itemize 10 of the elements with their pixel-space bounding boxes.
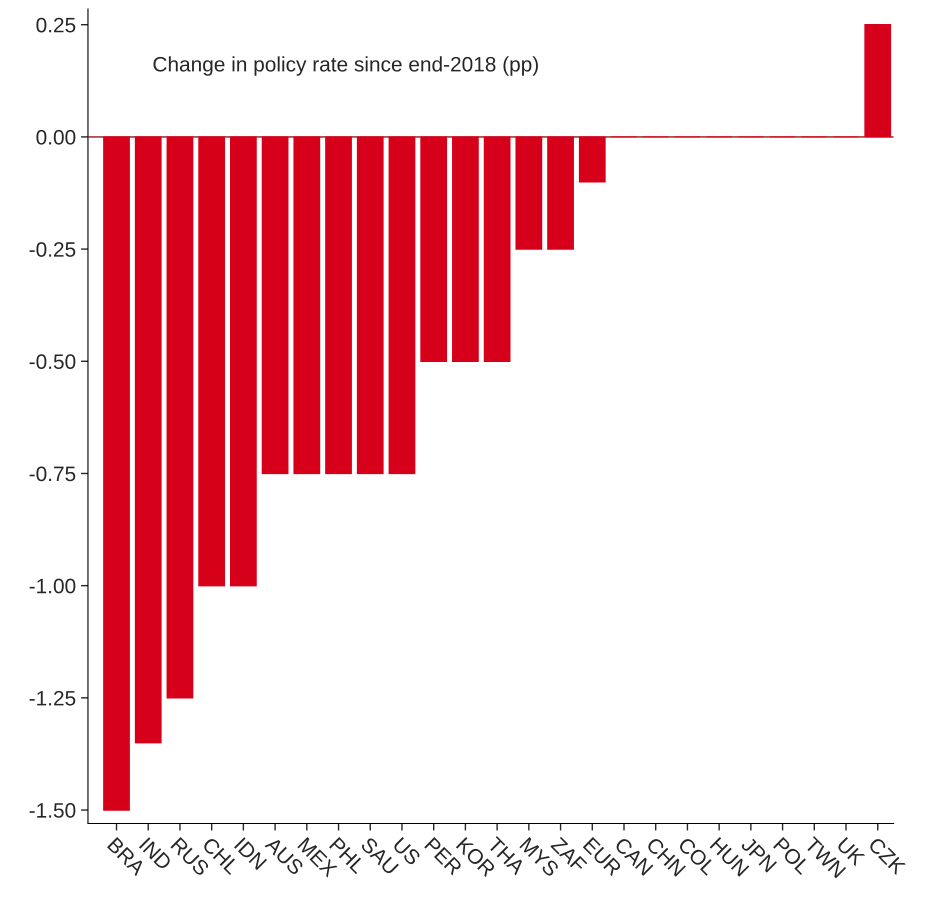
y-tick-label: -1.50 [30,803,76,818]
x-tick-label: IDN [234,837,268,870]
y-tick-label: -0.50 [30,354,76,370]
y-tick-label: 0.00 [36,130,76,145]
y-tick-label: -0.75 [30,466,76,482]
y-tick-label: -0.25 [30,242,76,257]
text: Change in policy rate since end-2018 (pp) [153,56,538,76]
y-tick-label: 0.25 [36,18,76,32]
y-tick-label: -1.00 [30,578,76,594]
y-tick-label: -1.25 [30,690,76,706]
